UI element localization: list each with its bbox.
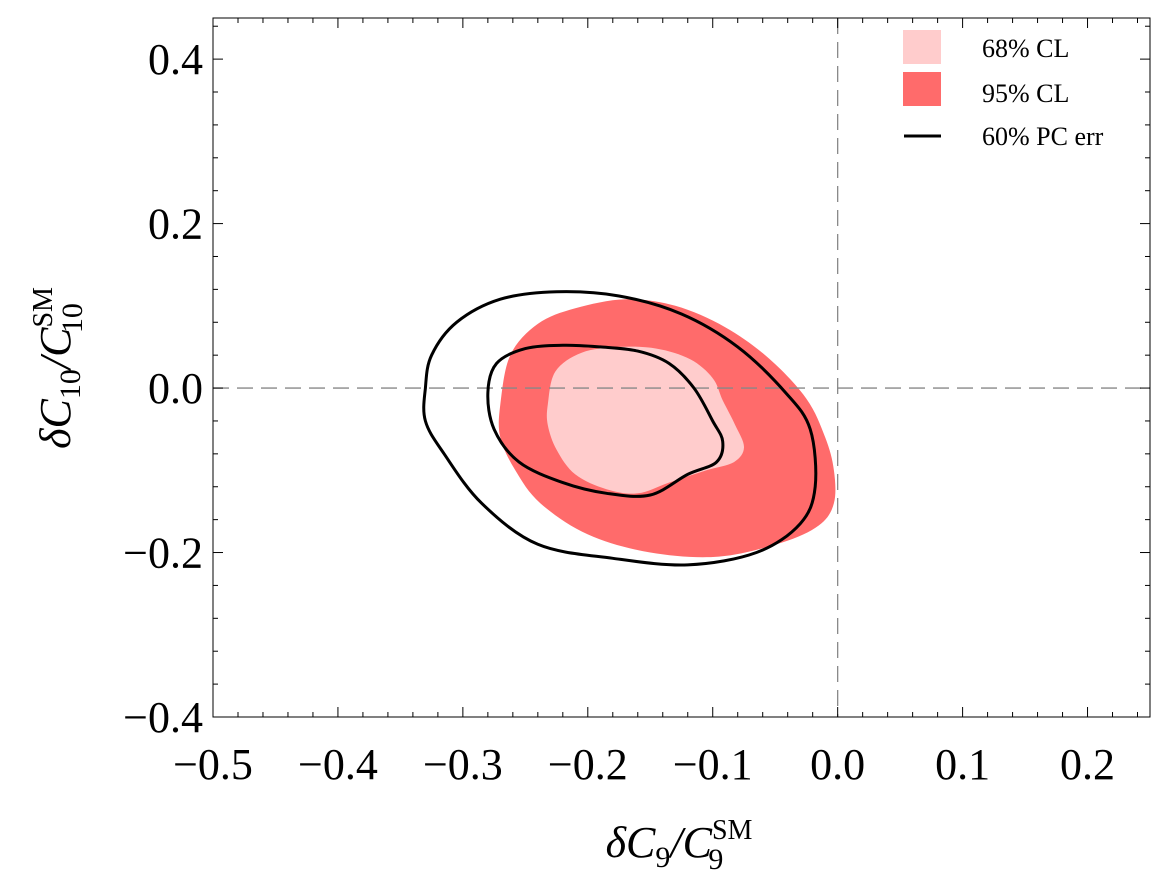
y-tick-label: 0.4 bbox=[148, 35, 203, 84]
plot-frame bbox=[212, 17, 1151, 718]
contour-fill-layer bbox=[498, 299, 836, 558]
legend-swatch-95cl bbox=[903, 72, 941, 106]
x-axis-title: δC9/CSM 9 bbox=[606, 815, 753, 876]
x-tick-label: −0.4 bbox=[298, 740, 378, 789]
x-tick-label: 0.1 bbox=[935, 740, 990, 789]
region-68-cl bbox=[546, 346, 745, 494]
legend-label-68cl: 68% CL bbox=[982, 34, 1069, 63]
y-axis-title: δC10/CSM10 bbox=[28, 287, 89, 449]
legend: 68% CL 95% CL 60% PC err bbox=[903, 30, 1104, 151]
contour-60-pc-err bbox=[422, 290, 818, 567]
reference-lines bbox=[213, 18, 1150, 717]
y-tick-label: −0.4 bbox=[123, 693, 203, 742]
x-tick-labels: −0.5 −0.4 −0.3 −0.2 −0.1 0.0 0.1 0.2 bbox=[173, 740, 1115, 789]
axis-ticks bbox=[212, 18, 1150, 718]
x-tick-label: −0.2 bbox=[548, 740, 628, 789]
x-tick-label: 0.2 bbox=[1060, 740, 1115, 789]
y-tick-label: 0.2 bbox=[148, 200, 203, 249]
legend-label-95cl: 95% CL bbox=[982, 79, 1069, 108]
y-tick-label: −0.2 bbox=[123, 529, 203, 578]
x-tick-label: −0.3 bbox=[423, 740, 503, 789]
contour-line-layer bbox=[422, 290, 818, 567]
y-tick-label: 0.0 bbox=[148, 364, 203, 413]
contour-60-pc-err-inner bbox=[486, 343, 725, 498]
x-tick-label: −0.1 bbox=[673, 740, 753, 789]
y-tick-labels: −0.4 −0.2 0.0 0.2 0.4 bbox=[123, 35, 203, 742]
x-tick-label: 0.0 bbox=[810, 740, 865, 789]
legend-label-60pc: 60% PC err bbox=[982, 122, 1104, 151]
legend-swatch-68cl bbox=[903, 30, 941, 64]
x-tick-label: −0.5 bbox=[173, 740, 253, 789]
